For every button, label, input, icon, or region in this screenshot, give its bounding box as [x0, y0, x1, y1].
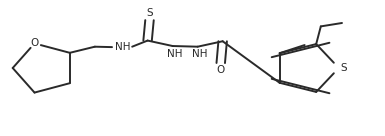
Text: O: O [217, 65, 225, 75]
Text: NH: NH [115, 42, 130, 52]
Text: NH: NH [192, 49, 207, 59]
Text: S: S [340, 63, 347, 73]
Text: NH: NH [167, 49, 182, 59]
Text: S: S [146, 8, 153, 18]
Text: O: O [30, 38, 38, 48]
